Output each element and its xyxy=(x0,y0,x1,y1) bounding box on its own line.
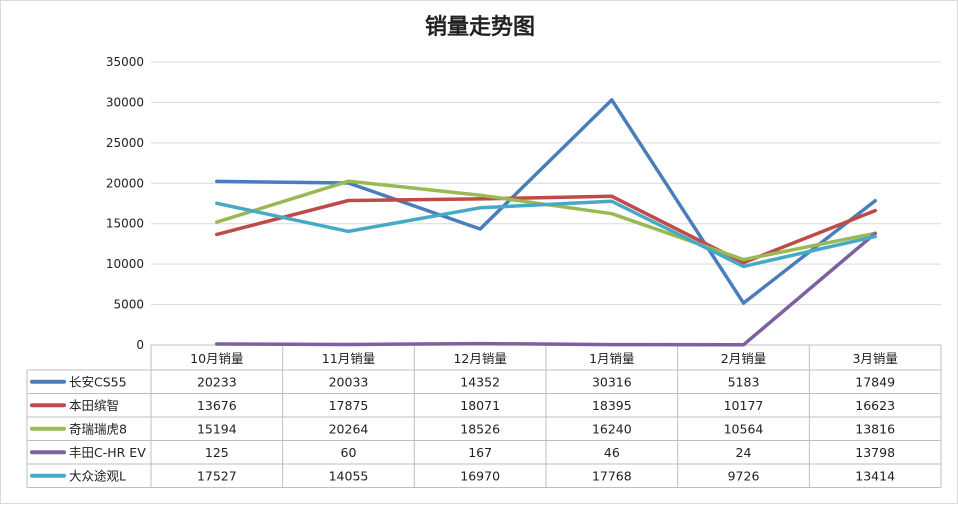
data-label: 20233 xyxy=(197,374,237,389)
data-label: 13414 xyxy=(855,468,895,483)
y-tick-label: 5000 xyxy=(113,298,144,312)
data-label: 18395 xyxy=(592,398,632,413)
data-point xyxy=(610,98,614,102)
series-line-0 xyxy=(215,98,877,305)
category-label: 1月销量 xyxy=(589,351,634,366)
series-name: 丰田C-HR EV xyxy=(69,445,146,460)
category-label: 10月销量 xyxy=(190,351,243,366)
data-label: 30316 xyxy=(592,374,632,389)
data-point xyxy=(741,264,746,268)
data-label: 16623 xyxy=(855,398,895,413)
data-point xyxy=(215,179,219,184)
data-label: 18071 xyxy=(460,398,500,413)
y-tick-label: 25000 xyxy=(106,136,144,150)
data-label: 15194 xyxy=(197,421,237,436)
series-line-4 xyxy=(215,199,877,269)
data-label: 17527 xyxy=(197,468,237,483)
data-label: 10177 xyxy=(724,398,764,413)
data-point xyxy=(741,343,746,347)
data-point xyxy=(478,227,482,231)
y-tick-label: 35000 xyxy=(106,55,144,69)
data-point xyxy=(478,197,482,201)
data-label: 16970 xyxy=(460,468,500,483)
data-point xyxy=(346,179,351,183)
data-point xyxy=(873,234,877,239)
data-point xyxy=(873,208,877,213)
data-point xyxy=(478,193,482,197)
series-name: 长安CS55 xyxy=(69,374,127,389)
data-point xyxy=(478,342,482,346)
data-point xyxy=(610,212,614,216)
data-point xyxy=(741,261,746,265)
data-label: 13798 xyxy=(855,445,895,460)
data-label: 5183 xyxy=(728,374,760,389)
data-point xyxy=(610,343,614,347)
data-label: 17849 xyxy=(855,374,895,389)
series-name: 大众途观L xyxy=(69,468,126,483)
data-point xyxy=(346,342,351,347)
data-label: 17875 xyxy=(329,398,369,413)
data-label: 125 xyxy=(205,445,229,460)
data-label: 16240 xyxy=(592,421,632,436)
data-point xyxy=(610,194,614,198)
data-point xyxy=(873,199,877,203)
category-label: 3月销量 xyxy=(852,351,897,366)
category-label: 12月销量 xyxy=(453,351,506,366)
chart-title: 销量走势图 xyxy=(424,15,535,40)
y-tick-label: 20000 xyxy=(106,176,144,190)
data-point xyxy=(346,198,351,203)
data-point xyxy=(215,220,219,224)
y-tick-label: 30000 xyxy=(106,95,144,109)
series-line-3 xyxy=(215,231,877,347)
data-label: 13816 xyxy=(855,421,895,436)
data-point xyxy=(215,342,219,346)
data-label: 18526 xyxy=(460,421,500,436)
data-label: 17768 xyxy=(592,468,632,483)
data-point xyxy=(873,231,877,236)
data-label: 46 xyxy=(604,445,620,460)
data-point xyxy=(741,301,746,305)
data-label: 60 xyxy=(341,445,357,460)
y-tick-label: 15000 xyxy=(106,217,144,231)
y-tick-label: 10000 xyxy=(106,257,144,271)
data-label: 14352 xyxy=(460,374,500,389)
category-label: 11月销量 xyxy=(322,351,375,366)
series-name: 本田缤智 xyxy=(69,398,119,413)
category-label: 2月销量 xyxy=(721,351,766,366)
y-tick-label: 0 xyxy=(136,338,144,352)
data-point xyxy=(610,199,614,203)
data-point xyxy=(346,229,351,233)
data-label: 13676 xyxy=(197,398,237,413)
data-point xyxy=(215,201,219,205)
data-label: 20264 xyxy=(329,421,369,436)
data-label: 24 xyxy=(736,445,752,460)
data-point xyxy=(215,232,219,237)
data-point xyxy=(478,206,482,210)
data-label: 167 xyxy=(468,445,492,460)
data-point xyxy=(741,257,746,262)
data-label: 9726 xyxy=(728,468,760,483)
data-label: 14055 xyxy=(329,468,369,483)
data-label: 10564 xyxy=(724,421,764,436)
data-label: 20033 xyxy=(329,374,369,389)
series-name: 奇瑞瑞虎8 xyxy=(69,421,127,436)
